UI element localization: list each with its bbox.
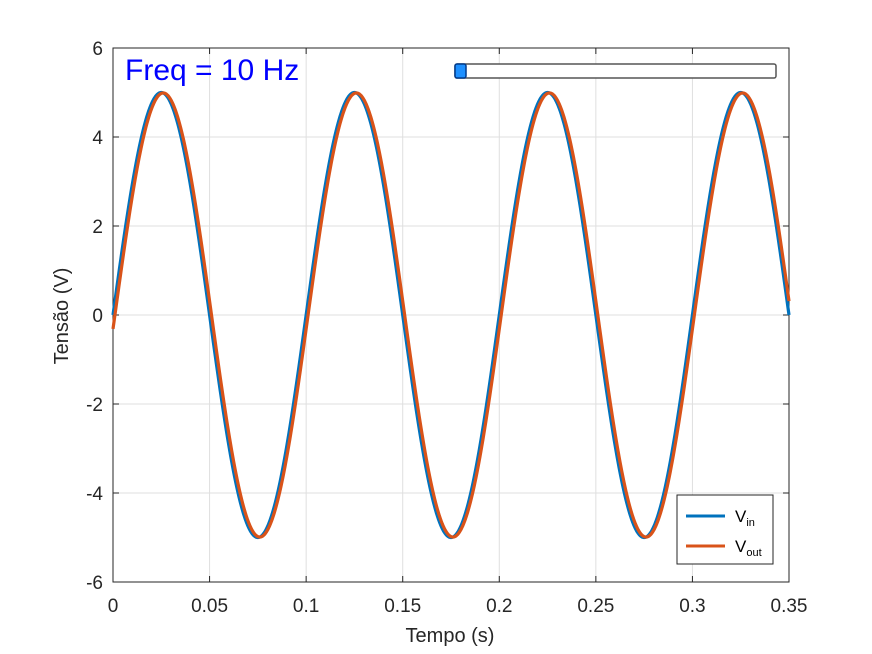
y-tick-label: 6 — [92, 39, 103, 60]
x-tick-label: 0 — [108, 596, 119, 617]
x-tick-label: 0.1 — [293, 596, 319, 617]
y-tick-label: -2 — [86, 395, 103, 416]
legend-label-vout-sub: out — [746, 547, 761, 559]
y-tick-label: 2 — [92, 217, 103, 238]
axis-ticks: 0 0.05 0.1 0.15 0.2 0.25 0.3 0.35 -6 -4 -2 0 2 4 6 — [86, 39, 807, 617]
slider-track[interactable] — [454, 63, 777, 79]
frequency-slider[interactable] — [454, 63, 777, 79]
series-line-out — [111, 91, 791, 539]
y-tick-label: -4 — [86, 484, 103, 505]
legend-label-vin-main: V — [735, 507, 747, 526]
legend-label-vout-main: V — [735, 537, 747, 556]
legend-box — [676, 494, 774, 565]
y-tick-label: 0 — [92, 306, 103, 327]
x-tick-label: 0.25 — [577, 596, 614, 617]
x-tick-label: 0.05 — [191, 596, 228, 617]
y-axis-label: Tensão (V) — [51, 268, 73, 365]
y-tick-label: 4 — [92, 128, 103, 149]
x-tick-label: 0.2 — [486, 596, 512, 617]
legend-label-vin: Vin — [735, 507, 755, 529]
x-tick-label: 0.35 — [771, 596, 808, 617]
x-tick-label: 0.15 — [384, 596, 421, 617]
y-tick-label: -6 — [86, 573, 103, 594]
x-tick-label: 0.3 — [679, 596, 705, 617]
slider-thumb[interactable] — [454, 63, 467, 79]
frequency-annotation: Freq = 10 Hz — [125, 54, 299, 87]
legend: Vin Vout — [676, 494, 774, 565]
series-lines — [111, 90, 791, 540]
x-axis-label: Tempo (s) — [406, 625, 495, 647]
legend-label-vin-sub: in — [746, 517, 755, 529]
legend-label-vout: Vout — [735, 537, 762, 559]
